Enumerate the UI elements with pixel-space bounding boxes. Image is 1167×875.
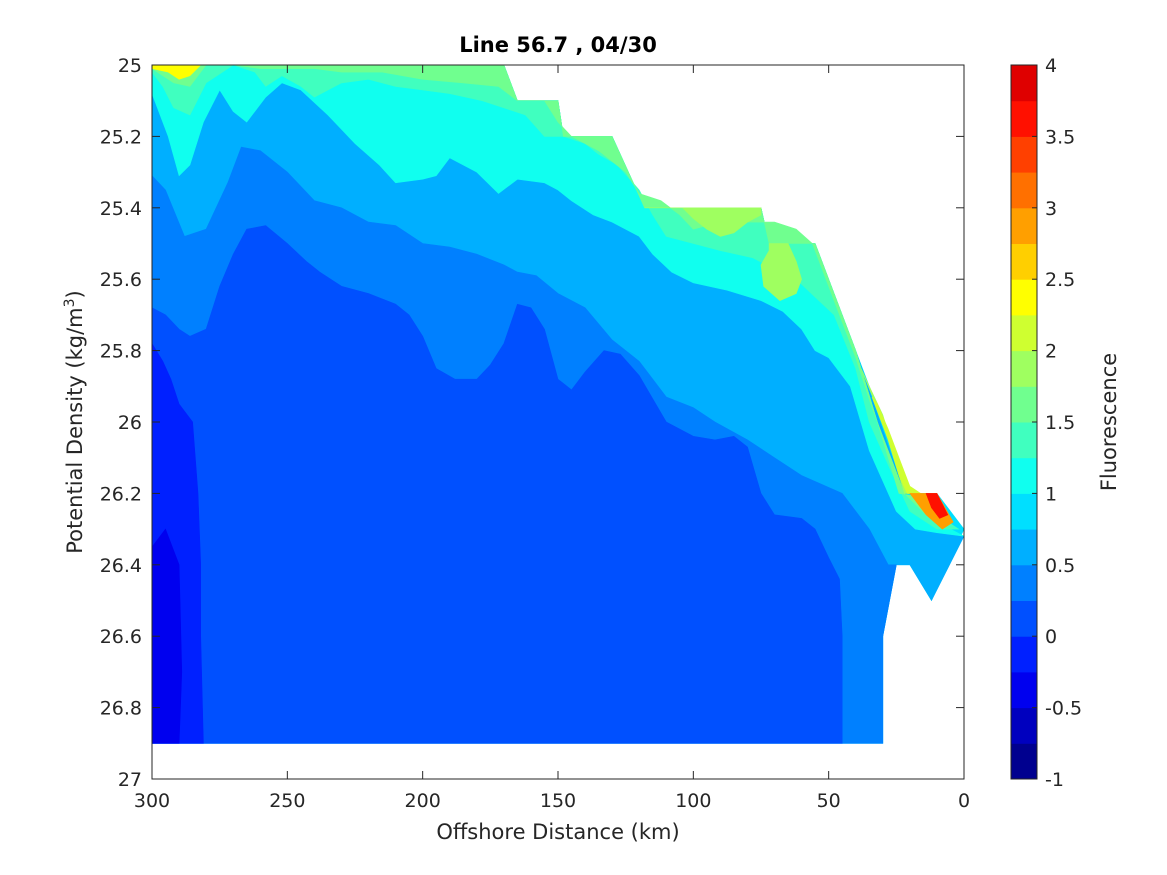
y-tick-label: 25.8 — [100, 341, 142, 363]
colorbar-tick-label: 1 — [1045, 483, 1057, 505]
colorbar-block — [1011, 279, 1037, 316]
colorbar-block — [1011, 386, 1037, 423]
colorbar-tick-label: 0.5 — [1045, 555, 1075, 577]
plot-area: 300 250 200 150 100 50 0 2525.225.425.625.8262… — [100, 55, 970, 812]
contour-region-3 — [152, 225, 843, 744]
colorbar: -1 -0.5 0 0.5 1 1.5 2 2.5 3 3.5 4 Fluorescence — [1010, 55, 1121, 791]
y-tick-label: 27 — [118, 769, 142, 791]
x-axis-label: Offshore Distance (km) — [436, 820, 679, 844]
y-tick-label: 26.2 — [100, 483, 142, 505]
colorbar-tick-label: 1.5 — [1045, 412, 1075, 434]
contour-region-9 — [644, 207, 762, 237]
colorbar-block — [1011, 671, 1037, 709]
y-tick-label: 26.8 — [100, 698, 142, 720]
colorbar-block — [1011, 493, 1037, 530]
colorbar-block — [1011, 743, 1037, 780]
colorbar-color-blocks — [1011, 65, 1037, 780]
colorbar-block — [1011, 136, 1037, 173]
colorbar-block — [1011, 100, 1037, 137]
colorbar-block — [1011, 243, 1037, 280]
y-tick-label: 26.6 — [100, 626, 142, 648]
x-tick-label: 300 — [134, 790, 170, 812]
x-axis: 300 250 200 150 100 50 0 — [134, 65, 970, 812]
x-tick-label: 200 — [405, 790, 441, 812]
x-tick-label: 250 — [269, 790, 305, 812]
x-tick-label: 150 — [540, 790, 576, 812]
x-tick-label: 0 — [958, 790, 970, 812]
colorbar-block — [1011, 564, 1037, 601]
colorbar-block — [1011, 422, 1037, 459]
colorbar-block — [1011, 529, 1037, 566]
colorbar-tick-label: -0.5 — [1045, 698, 1082, 720]
colorbar-tick-label: 3 — [1045, 198, 1057, 220]
y-tick-label: 26 — [118, 412, 142, 434]
y-tick-label: 26.4 — [100, 555, 142, 577]
contour-region-5 — [152, 528, 183, 744]
contour-region-15 — [925, 493, 949, 519]
y-tick-label: 25 — [118, 55, 142, 77]
colorbar-label: Fluorescence — [1097, 353, 1121, 491]
contour-region-13 — [152, 65, 202, 80]
colorbar-block — [1011, 457, 1037, 494]
x-tick-label: 100 — [675, 790, 711, 812]
colorbar-tick-label: 4 — [1045, 55, 1057, 77]
contour-fill-layer — [152, 65, 964, 744]
colorbar-block — [1011, 350, 1037, 387]
colorbar-tick-label: 2.5 — [1045, 269, 1075, 291]
colorbar-block — [1011, 172, 1037, 209]
colorbar-tick-label: 0 — [1045, 626, 1057, 648]
contour-region-10 — [760, 243, 802, 301]
colorbar-tick-label: 2 — [1045, 341, 1057, 363]
y-tick-label: 25.2 — [100, 126, 142, 148]
y-tick-label: 25.4 — [100, 198, 142, 220]
colorbar-ticks: -1 -0.5 0 0.5 1 1.5 2 2.5 3 3.5 4 — [1032, 55, 1082, 791]
contour-region-12 — [871, 396, 922, 494]
colorbar-tick-label: -1 — [1045, 769, 1064, 791]
colorbar-tick-label: 3.5 — [1045, 126, 1075, 148]
colorbar-block — [1011, 65, 1037, 102]
colorbar-block — [1011, 314, 1037, 352]
colorbar-block — [1011, 636, 1037, 673]
colorbar-block — [1011, 600, 1037, 637]
y-axis-label: Potential Density (kg/m3) — [62, 290, 87, 554]
colorbar-block — [1011, 707, 1037, 744]
colorbar-block — [1011, 207, 1037, 244]
y-axis: 25 25.2 25.4 25.6 25.8 26 26.2 26.4 26.6 26.8 27 — [100, 55, 964, 791]
y-tick-label: 25.6 — [100, 269, 142, 291]
x-tick-label: 50 — [817, 790, 841, 812]
chart-title: Line 56.7 , 04/30 — [459, 33, 657, 57]
